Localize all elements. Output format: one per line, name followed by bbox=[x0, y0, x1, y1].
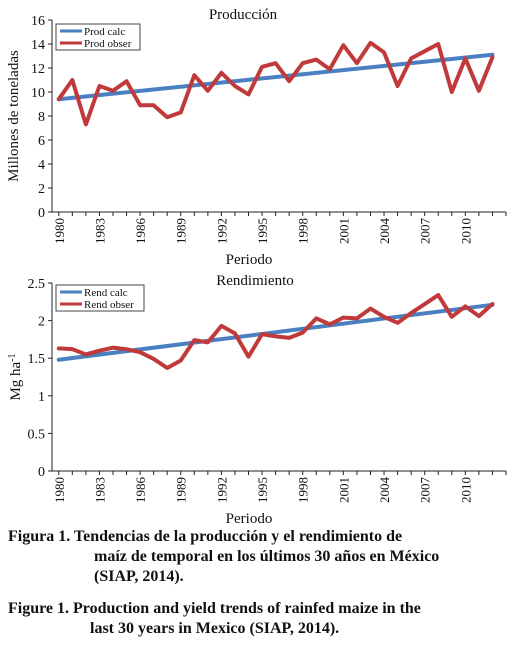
caption-es-line-2: maíz de temporal en los últimos 30 años … bbox=[94, 548, 440, 565]
prod-y-tick-label: 4 bbox=[38, 158, 45, 173]
caption-es-line-1: Figura 1. Tendencias de la producción y … bbox=[8, 528, 403, 545]
prod-y-tick-label: 12 bbox=[31, 62, 45, 77]
prod-x-tick-label: 1995 bbox=[255, 218, 270, 244]
rend-x-tick-label: 1995 bbox=[255, 477, 270, 503]
rend-x-tick-label: 1998 bbox=[296, 477, 311, 503]
prod-x-axis-label: Periodo bbox=[226, 252, 273, 268]
prod-x-tick-label: 1989 bbox=[174, 218, 189, 244]
rend-y-tick-label: 1 bbox=[38, 390, 45, 405]
caption-english: Figure 1. Production and yield trends of… bbox=[8, 599, 513, 639]
prod-y-tick-label: 10 bbox=[31, 86, 45, 101]
prod-x-tick-label: 1980 bbox=[52, 218, 67, 244]
prod-x-tick-label: 2007 bbox=[418, 218, 433, 245]
rend-y-tick-label: 2.5 bbox=[28, 277, 46, 292]
prod-x-tick-label: 1983 bbox=[92, 218, 107, 244]
rend-x-tick-label: 2004 bbox=[377, 477, 392, 504]
prod-x-tick-label: 2010 bbox=[458, 218, 473, 244]
prod-y-tick-label: 14 bbox=[31, 38, 45, 53]
rend-x-tick-label: 2010 bbox=[458, 477, 473, 503]
rend-x-axis-label: Periodo bbox=[226, 511, 273, 527]
rend-legend-label: Rend obser bbox=[84, 299, 134, 311]
caption-es-line-3: (SIAP, 2014). bbox=[94, 568, 184, 585]
rend-x-tick-label: 1986 bbox=[133, 477, 148, 504]
rend-chart-title: Rendimiento bbox=[216, 273, 294, 289]
prod-chart-title: Producción bbox=[209, 7, 278, 23]
caption-en-line-1: Figure 1. Production and yield trends of… bbox=[8, 600, 421, 617]
rend-legend-box bbox=[55, 284, 145, 312]
prod-y-tick-label: 8 bbox=[38, 110, 45, 125]
rend-x-tick-label: 1983 bbox=[92, 477, 107, 503]
rend-series-calc-line bbox=[56, 302, 495, 362]
prod-series-obser-line bbox=[56, 40, 495, 127]
rend-y-axis-label: Mg ha-1 bbox=[7, 353, 25, 400]
prod-legend-label: Prod obser bbox=[84, 38, 132, 50]
prod-x-tick-label: 2001 bbox=[336, 218, 351, 244]
prod-x-tick-label: 1986 bbox=[133, 218, 148, 245]
rend-y-tick-label: 1.5 bbox=[28, 352, 46, 367]
rend-series-obser-line bbox=[56, 293, 495, 370]
prod-y-tick-label: 16 bbox=[31, 14, 45, 29]
rend-legend-label: Rend calc bbox=[84, 287, 128, 299]
prod-legend-label: Prod calc bbox=[84, 26, 125, 38]
rend-x-tick-label: 2001 bbox=[336, 477, 351, 503]
rend-y-tick-label: 0 bbox=[38, 465, 45, 480]
prod-legend-box bbox=[55, 23, 141, 51]
rend-y-tick-label: 0.5 bbox=[28, 427, 46, 442]
rend-y-tick-label: 2 bbox=[38, 315, 45, 330]
rend-x-tick-label: 1980 bbox=[52, 477, 67, 503]
prod-y-axis-label: Millones de toneladas bbox=[6, 50, 22, 182]
rend-x-tick-label: 1989 bbox=[174, 477, 189, 503]
prod-x-tick-label: 1992 bbox=[214, 218, 229, 244]
prod-y-tick-label: 6 bbox=[38, 134, 45, 149]
rend-x-tick-label: 2007 bbox=[418, 477, 433, 504]
rend-x-tick-label: 1992 bbox=[214, 477, 229, 503]
prod-y-tick-label: 0 bbox=[38, 206, 45, 221]
caption-spanish: Figura 1. Tendencias de la producción y … bbox=[8, 527, 513, 587]
prod-x-tick-label: 2004 bbox=[377, 218, 392, 245]
prod-x-tick-label: 1998 bbox=[296, 218, 311, 244]
prod-y-tick-label: 2 bbox=[38, 182, 45, 197]
caption-en-line-2: last 30 years in Mexico (SIAP, 2014). bbox=[90, 620, 340, 637]
